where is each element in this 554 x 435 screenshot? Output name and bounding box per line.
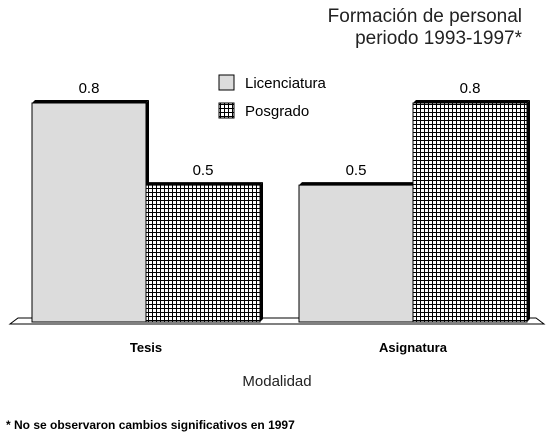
footnote: * No se observaron cambios significativo… [6,418,295,432]
bar-licenciatura-tesis [31,102,147,323]
x-tick-label-asignatura: Asignatura [379,340,448,355]
bar-licenciatura-asignatura [298,184,414,323]
legend-swatch-licenciatura [218,74,235,91]
bar-side-posgrado-asignatura [527,100,530,322]
bar-top-licenciatura-tesis [32,100,149,103]
x-tick-label-tesis: Tesis [130,340,162,355]
bar-posgrado-asignatura [412,102,528,323]
legend: Licenciatura Posgrado [218,74,327,120]
chart-title-line-2: periodo 1993-1997* [355,28,523,49]
bars-layer [31,100,530,323]
value-label-licenciatura-asignatura: 0.5 [346,162,367,179]
value-label-posgrado-tesis: 0.5 [193,162,214,179]
bar-top-posgrado-asignatura [413,100,530,103]
legend-label-posgrado: Posgrado [245,103,309,120]
bar-side-posgrado-tesis [260,182,263,322]
bar-posgrado-tesis [145,184,261,323]
legend-label-licenciatura: Licenciatura [245,75,327,92]
chart-title-line-1: Formación de personal [328,6,522,27]
bar-top-posgrado-tesis [146,182,263,186]
x-axis-label: Modalidad [242,373,311,390]
value-label-licenciatura-tesis: 0.8 [79,80,100,97]
bar-top-licenciatura-asignatura [299,182,416,186]
value-labels-layer: 0.8 0.5 0.5 0.8 [79,80,481,179]
legend-swatch-posgrado [218,102,235,119]
value-label-posgrado-asignatura: 0.8 [460,80,481,97]
